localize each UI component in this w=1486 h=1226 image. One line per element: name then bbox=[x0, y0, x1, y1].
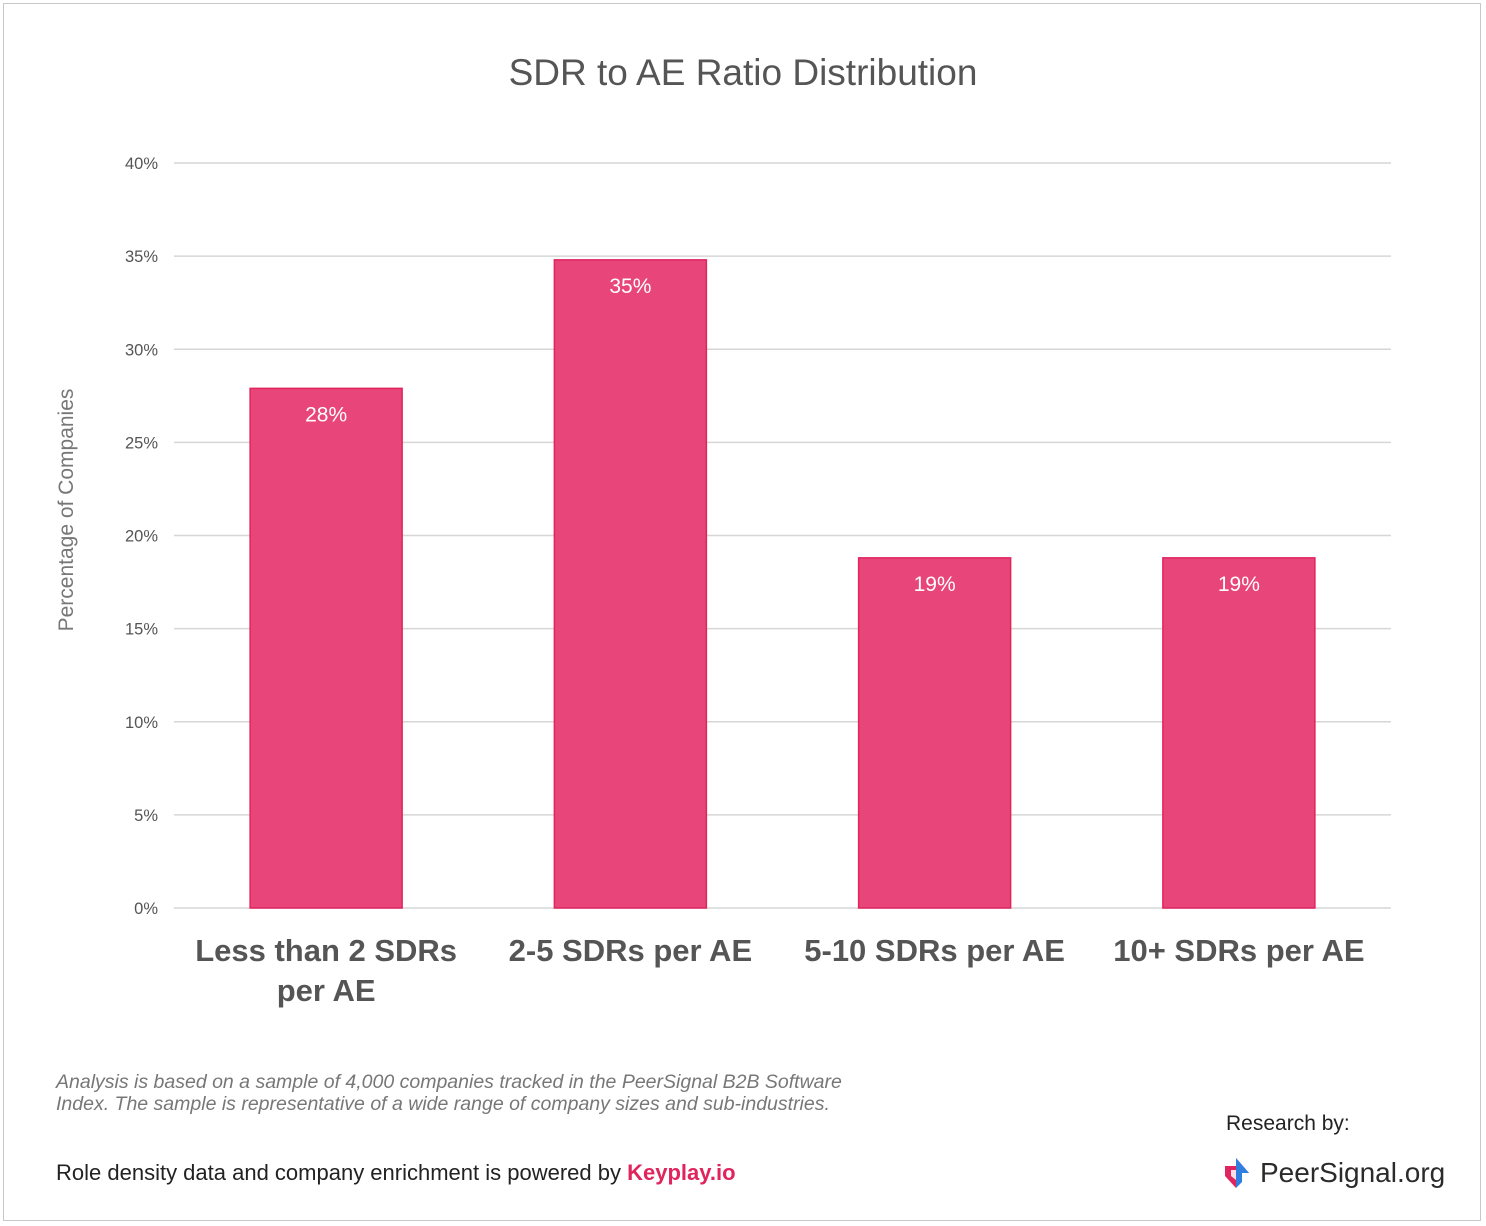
y-axis-label: Percentage of Companies bbox=[55, 389, 78, 632]
peersignal-logo-icon bbox=[1225, 1158, 1249, 1188]
bar-data-label: 19% bbox=[914, 573, 956, 596]
bar-data-label: 19% bbox=[1218, 573, 1260, 596]
bar-data-label: 35% bbox=[609, 275, 651, 298]
x-category-label: 5-10 SDRs per AE bbox=[804, 933, 1065, 968]
bar-data-label: 28% bbox=[305, 403, 347, 426]
y-tick-label: 0% bbox=[134, 900, 158, 918]
bar bbox=[553, 259, 708, 909]
y-tick-label: 20% bbox=[125, 528, 158, 546]
chart-title: SDR to AE Ratio Distribution bbox=[508, 52, 978, 93]
y-tick-label: 35% bbox=[125, 248, 158, 266]
x-category-label: per AE bbox=[277, 973, 376, 1008]
y-tick-label: 25% bbox=[125, 434, 158, 452]
x-category-label: Less than 2 SDRs bbox=[195, 933, 457, 968]
peersignal-brand[interactable]: PeerSignal.org bbox=[1222, 1153, 1445, 1193]
y-tick-label: 5% bbox=[134, 807, 158, 825]
y-tick-label: 30% bbox=[125, 341, 158, 359]
powered-by-line: Role density data and company enrichment… bbox=[56, 1160, 736, 1186]
research-by-label: Research by: bbox=[1226, 1112, 1350, 1135]
bar bbox=[857, 557, 1012, 909]
x-category-label: 10+ SDRs per AE bbox=[1113, 933, 1364, 968]
bar bbox=[1162, 557, 1316, 909]
bar-chart: 0% 5% 10% 15% 20% 25% 30% 35% 40% Percentage of C… bbox=[55, 155, 1391, 1008]
keyplay-link[interactable]: Keyplay.io bbox=[627, 1160, 736, 1185]
methodology-note: Analysis is based on a sample of 4,000 c… bbox=[56, 1071, 842, 1115]
x-category-label: 2-5 SDRs per AE bbox=[509, 933, 753, 968]
brand-name: PeerSignal.org bbox=[1260, 1157, 1446, 1188]
y-tick-label: 40% bbox=[125, 155, 158, 173]
y-tick-label: 15% bbox=[125, 621, 158, 639]
y-tick-label: 10% bbox=[125, 714, 158, 732]
bar bbox=[249, 387, 403, 909]
powered-by-text: Role density data and company enrichment… bbox=[56, 1160, 628, 1185]
